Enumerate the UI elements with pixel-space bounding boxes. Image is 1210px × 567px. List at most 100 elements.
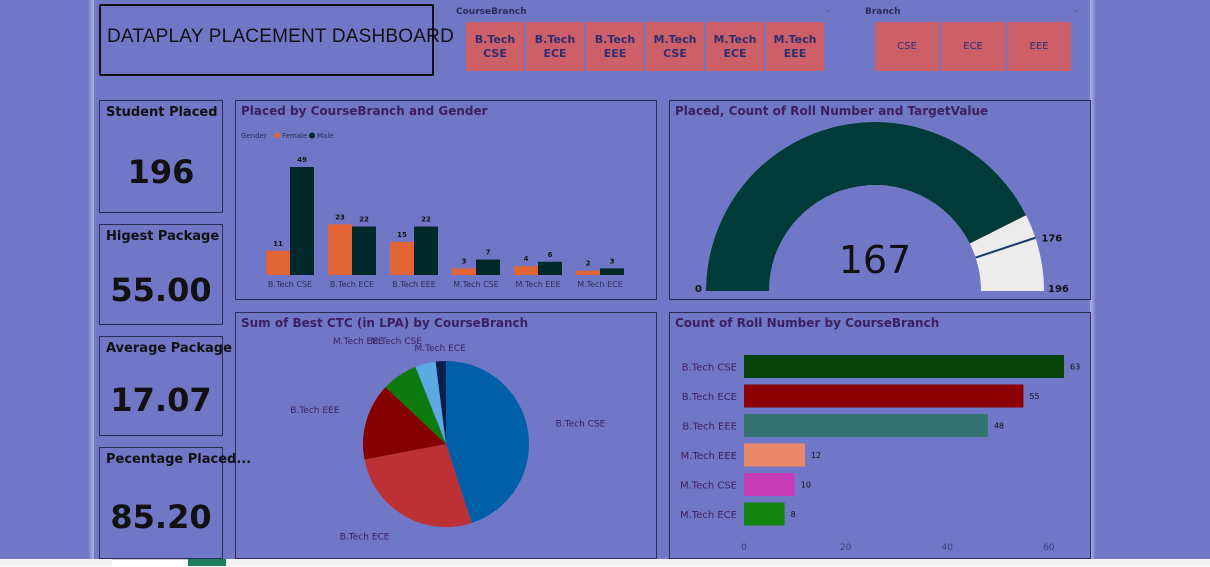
page-tabs-bar: [0, 559, 1210, 566]
coursebranch-tile[interactable]: M.Tech EEE: [766, 22, 824, 71]
bar[interactable]: [744, 502, 785, 526]
kpi-card-highest-package: Higest Package 55.00: [99, 224, 223, 325]
bar[interactable]: [600, 268, 624, 275]
pie-slice[interactable]: [364, 444, 472, 527]
bar[interactable]: [328, 224, 352, 275]
y-tick-label: B.Tech EEE: [682, 422, 737, 433]
coursebranch-tile[interactable]: B.Tech CSE: [466, 22, 524, 71]
y-tick-label: M.Tech ECE: [680, 510, 737, 521]
branch-slicer-label: Branch: [865, 7, 901, 17]
legend-marker: [274, 132, 280, 139]
chart-title: Count of Roll Number by CourseBranch: [675, 316, 940, 330]
y-tick-label: B.Tech ECE: [682, 392, 737, 403]
page-tab[interactable]: [112, 559, 188, 567]
x-tick-label: M.Tech CSE: [453, 280, 499, 289]
y-tick-label: M.Tech CSE: [680, 481, 737, 492]
bar[interactable]: [352, 226, 376, 275]
legend-item[interactable]: Female: [282, 132, 307, 140]
kpi-value: 55.00: [110, 271, 212, 309]
data-label: 4: [524, 255, 529, 263]
page-tab-active[interactable]: [188, 559, 226, 566]
bar[interactable]: [476, 259, 500, 275]
bar[interactable]: [266, 250, 290, 275]
kpi-title: Higest Package: [106, 229, 220, 244]
data-label: 49: [297, 156, 307, 164]
dashboard-title-box: DATAPLAY PLACEMENT DASHBOARD: [99, 4, 454, 76]
report-canvas: [92, 0, 1092, 566]
coursebranch-tile[interactable]: M.Tech CSE: [646, 22, 704, 71]
x-tick-label: B.Tech CSE: [268, 280, 312, 289]
coursebranch-tile[interactable]: B.Tech EEE: [586, 22, 644, 71]
gauge-chart: 167 0 196 176: [695, 121, 1069, 295]
branch-tile[interactable]: CSE: [875, 22, 939, 71]
pie-slice[interactable]: [363, 387, 446, 460]
bar[interactable]: [744, 473, 795, 496]
bar[interactable]: [452, 268, 476, 275]
coursebranch-chevron-icon[interactable]: ⌄: [824, 5, 832, 15]
data-label: 11: [273, 240, 283, 248]
bar[interactable]: [744, 384, 1024, 408]
x-tick-label: B.Tech EEE: [392, 280, 436, 289]
bar[interactable]: [538, 261, 562, 275]
gauge-panel: Placed, Count of Roll Number and TargetV…: [669, 100, 1091, 300]
pie-slice-label: B.Tech ECE: [340, 533, 390, 543]
x-tick-label: 20: [840, 543, 852, 553]
pie-slice[interactable]: [446, 361, 529, 523]
legend-item[interactable]: Male: [317, 132, 334, 140]
x-tick-label: 0: [741, 543, 747, 553]
data-label: 48: [994, 422, 1004, 431]
pie-slice[interactable]: [385, 366, 446, 444]
gauge-min-label: 0: [695, 284, 702, 295]
kpi-title: Student Placed: [106, 105, 218, 120]
x-tick-label: 60: [1043, 543, 1055, 553]
coursebranch-tile[interactable]: B.Tech ECE: [526, 22, 584, 71]
pie-slice-label: B.Tech EEE: [290, 406, 339, 416]
pie-slice-label: M.Tech CSE: [371, 337, 423, 347]
coursebranch-tile-label: M.Tech CSE: [653, 32, 697, 60]
data-label: 3: [610, 257, 615, 265]
bar[interactable]: [744, 443, 805, 467]
ctc-pie-chart: B.Tech CSE B.Tech ECE B.Tech EEE M.Tech EEE…: [290, 337, 606, 543]
roll-count-bar-chart: B.Tech CSE 63 B.Tech ECE 55 B.Tech EEE 48 M.Te…: [680, 355, 1080, 553]
canvas-shadow-right: [1090, 0, 1096, 566]
pie-slice-label: B.Tech CSE: [556, 420, 606, 430]
data-label: 12: [811, 451, 821, 460]
gauge-value: 167: [839, 238, 912, 282]
bar[interactable]: [514, 266, 538, 275]
chart-title: Placed, Count of Roll Number and TargetV…: [675, 104, 989, 118]
coursebranch-tile[interactable]: M.Tech ECE: [706, 22, 764, 71]
bar[interactable]: [290, 167, 314, 275]
gauge-target-line: [975, 236, 1036, 259]
kpi-card-percentage-placed: Pecentage Placed... 85.20: [99, 447, 251, 559]
pie-slice[interactable]: [435, 361, 446, 444]
bar[interactable]: [744, 414, 988, 437]
gauge-target-label: 176: [1041, 234, 1062, 245]
bar[interactable]: [576, 270, 600, 275]
x-tick-label: B.Tech ECE: [330, 280, 374, 289]
branch-chevron-icon[interactable]: ⌄: [1072, 5, 1080, 15]
pie-slice[interactable]: [415, 361, 446, 444]
bar[interactable]: [744, 355, 1065, 378]
dashboard-title: DATAPLAY PLACEMENT DASHBOARD: [107, 26, 454, 47]
data-label: 15: [397, 231, 407, 239]
data-label: 22: [359, 216, 369, 224]
canvas-margin-right: [1092, 0, 1210, 566]
kpi-value: 17.07: [110, 381, 212, 419]
coursebranch-tile-label: M.Tech ECE: [713, 32, 757, 60]
chart-title: Sum of Best CTC (in LPA) by CourseBranch: [241, 316, 529, 330]
gender-bar-chart-panel: Placed by CourseBranch and Gender Gender…: [235, 100, 657, 300]
x-tick-label: 40: [941, 543, 953, 553]
chart-title: Placed by CourseBranch and Gender: [241, 104, 488, 118]
gauge-max-label: 196: [1048, 284, 1069, 295]
branch-tile[interactable]: EEE: [1007, 22, 1071, 71]
branch-tile[interactable]: ECE: [941, 22, 1005, 71]
kpi-value: 196: [127, 153, 195, 191]
bar[interactable]: [414, 226, 438, 275]
bar[interactable]: [390, 241, 414, 275]
gauge-fill[interactable]: [706, 121, 1027, 291]
legend-marker: [309, 132, 315, 139]
data-label: 7: [486, 249, 491, 257]
coursebranch-tile-label: M.Tech EEE: [773, 32, 817, 60]
x-tick-label: M.Tech EEE: [515, 280, 560, 289]
